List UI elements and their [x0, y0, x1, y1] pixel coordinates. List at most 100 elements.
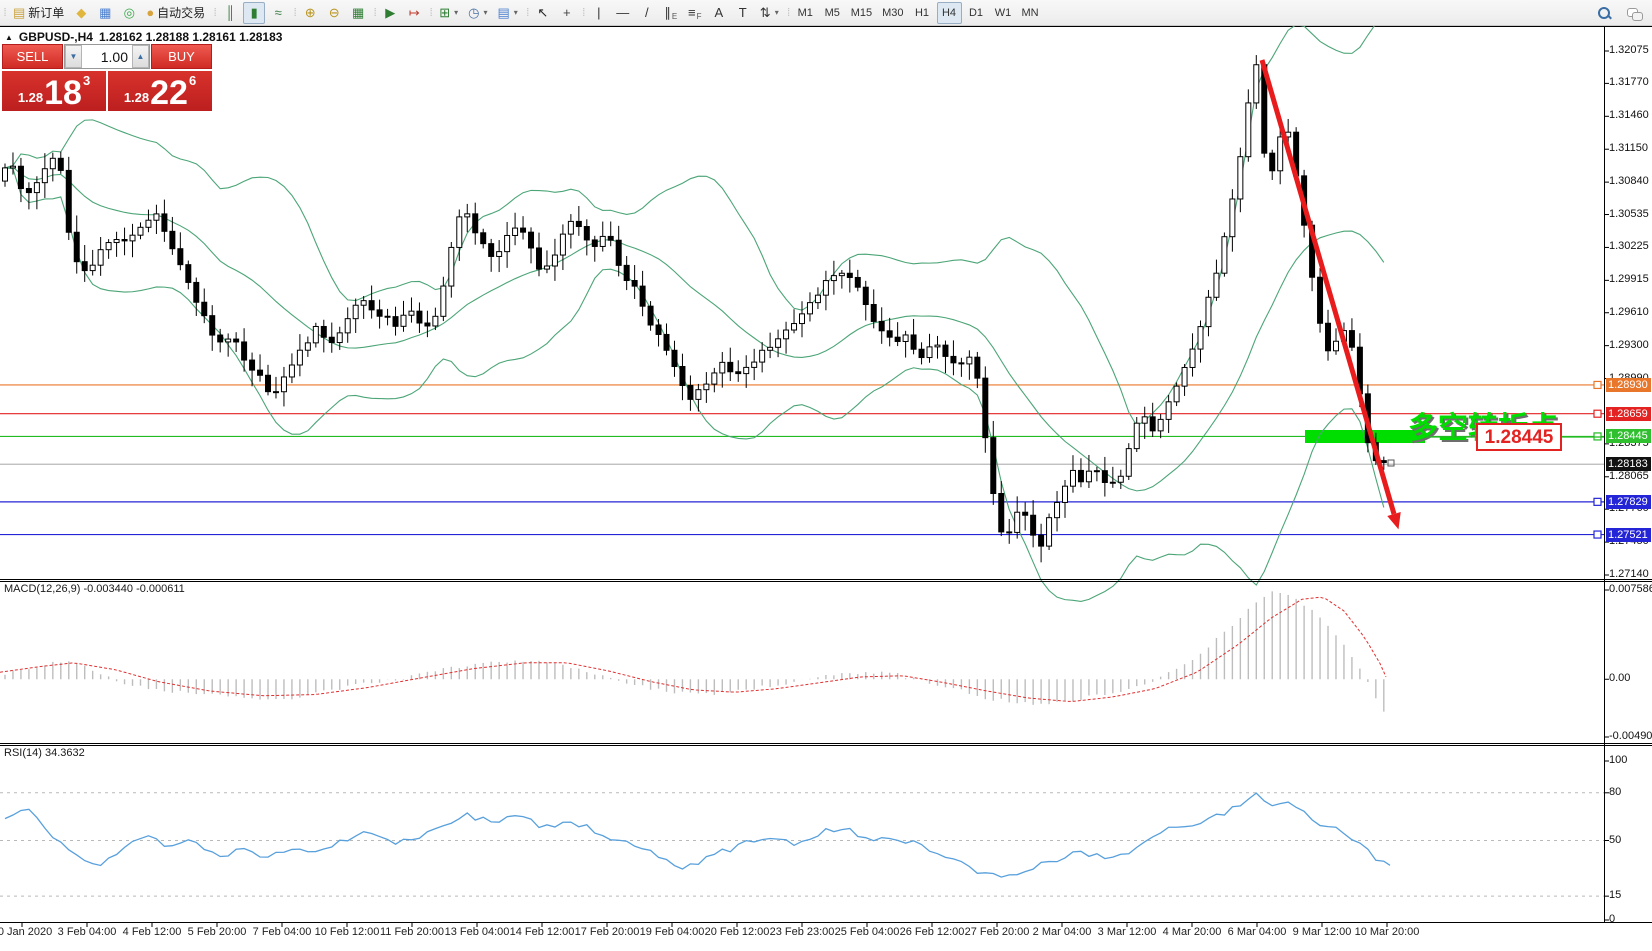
- metaquotes-icon[interactable]: ◆: [70, 2, 92, 24]
- volume-decrease-button[interactable]: ▼: [65, 45, 82, 68]
- cursor-icon[interactable]: ↖: [532, 2, 554, 24]
- price-tick-label: 1.31150: [1609, 142, 1648, 155]
- buy-price-display[interactable]: 1.28 22 6: [108, 71, 212, 111]
- zoom-out-icon[interactable]: ⊖: [323, 2, 345, 24]
- bar-chart-icon[interactable]: ║: [219, 2, 241, 24]
- timeframe-h1[interactable]: H1: [914, 6, 930, 19]
- trendline-icon[interactable]: /: [636, 2, 658, 24]
- one-click-trade-panel: SELL ▼ ▲ BUY 1.28 18 3 1.28 22 6: [2, 44, 212, 111]
- toolbar-group-handle: ⁞: [429, 6, 433, 19]
- fibonacci-icon[interactable]: ≡ F: [684, 2, 706, 24]
- horizontal-line-icon[interactable]: —: [612, 2, 634, 24]
- buy-button[interactable]: BUY: [151, 44, 212, 69]
- candlestick-chart-icon[interactable]: ▮: [243, 1, 266, 24]
- price-tick-label: 0: [1609, 913, 1616, 925]
- price-tick-label: 1.31460: [1609, 109, 1649, 122]
- chart-shift-icon[interactable]: ↦: [403, 2, 425, 24]
- timeframe-m5[interactable]: M5: [824, 6, 840, 19]
- time-axis-label: 20 Feb 12:00: [704, 926, 770, 938]
- arrows-icon-dropdown[interactable]: ▾: [774, 8, 779, 17]
- vertical-line-icon[interactable]: |: [588, 2, 610, 24]
- toolbar-group-handle: ⁞: [526, 6, 529, 19]
- toolbar-group-handle: ⁞: [787, 6, 790, 19]
- autotrading-button: ●: [146, 5, 155, 20]
- signals-icon: ◎: [123, 5, 135, 20]
- toolbar-group-handle: ⁞: [373, 6, 377, 19]
- signals-icon[interactable]: ◎: [118, 2, 140, 24]
- timeframe-m15[interactable]: M15: [850, 6, 873, 19]
- arrows-icon: ⇅: [759, 5, 771, 20]
- time-axis-label: 4 Feb 12:00: [122, 926, 182, 938]
- new-order-button[interactable]: ▤ 新订单: [9, 2, 68, 24]
- new-chart-icon[interactable]: ⊞ ▾: [435, 2, 462, 24]
- text-icon[interactable]: A: [708, 2, 730, 24]
- toolbar-group-handle: ⁞: [213, 6, 217, 19]
- time-axis-label: 3 Feb 04:00: [57, 926, 117, 938]
- timeframe-toolbar: ⁞ M1 M5 M15 M30 H1 H4 D1 W1 MN: [784, 1, 1044, 25]
- crosshair-icon: +: [562, 5, 571, 20]
- time-axis-label: 10 Mar 20:00: [1354, 926, 1420, 938]
- time-axis-label: 30 Jan 2020: [0, 926, 53, 938]
- timeframe-m30[interactable]: M30: [882, 6, 904, 19]
- price-callout-box[interactable]: [1476, 423, 1562, 451]
- timeframe-mn[interactable]: MN: [1021, 6, 1039, 19]
- collapse-triangle-icon[interactable]: ▲: [5, 32, 13, 42]
- price-tick-label: 100: [1609, 754, 1628, 766]
- line-chart-icon: ≈: [274, 5, 282, 20]
- tile-windows-icon[interactable]: ▦: [347, 2, 369, 24]
- rsi-pane-label: RSI(14) 34.3632: [4, 747, 85, 759]
- timeframe-w1[interactable]: W1: [994, 6, 1012, 19]
- object-marker[interactable]: [1387, 459, 1395, 467]
- toolbar-group-handle: ⁞: [293, 6, 297, 19]
- chart-canvas[interactable]: 多空转折点多空转折点1.28445: [0, 26, 1652, 951]
- trend-arrow-head: [1387, 512, 1401, 530]
- charts-window-icon: ▦: [99, 5, 112, 20]
- indicator-window-icon[interactable]: ▤ ▾: [493, 2, 521, 24]
- indicator-window-icon-dropdown[interactable]: ▾: [513, 8, 518, 17]
- line-chart-icon[interactable]: ≈: [267, 2, 289, 24]
- time-axis-label: 11 Feb 20:00: [379, 926, 445, 938]
- price-tick-label: 50: [1609, 833, 1622, 846]
- macd-signal-line: [0, 596, 1387, 702]
- price-level-badge: 1.28930: [1606, 377, 1651, 392]
- trend-arrow[interactable]: [1259, 59, 1397, 515]
- buy-price-big: 22: [150, 74, 188, 113]
- sell-button[interactable]: SELL: [2, 44, 63, 69]
- price-tick-label: 1.30225: [1609, 240, 1649, 253]
- zoom-in-icon[interactable]: ⊕: [299, 2, 321, 24]
- timeframe-d1[interactable]: D1: [968, 6, 984, 19]
- volume-input[interactable]: [82, 45, 132, 68]
- toolbar-group-handle: ⁞: [582, 6, 585, 19]
- time-axis-label: 13 Feb 04:00: [444, 926, 510, 938]
- horizontal-line-icon: —: [616, 5, 630, 20]
- trendline-icon: /: [644, 5, 649, 20]
- timeframe-h4[interactable]: H4: [936, 1, 962, 24]
- auto-scroll-icon[interactable]: ▶: [379, 2, 401, 24]
- charts-window-icon[interactable]: ▦: [94, 2, 116, 24]
- buy-price-pip: 6: [188, 73, 197, 88]
- main-toolbar: ⁞ ▤ 新订单 ◆ ▦ ◎ ● 自动交易 ⁞ ║ ▮ ≈ ⁞ ⊕ ⊖ ▦ ⁞ ▶ ↦ ⁞ ⊞ ▾ ◷ ▾ ▤ ▾ ⁞ ↖ + ⁞ | — / ∥ E…: [0, 0, 1652, 26]
- price-tick-label: 1.29300: [1609, 338, 1649, 351]
- zoom-in-icon: ⊕: [304, 5, 316, 20]
- clock-icon: ◷: [468, 5, 480, 20]
- clock-icon-dropdown[interactable]: ▾: [483, 8, 488, 17]
- volume-increase-button[interactable]: ▲: [132, 45, 149, 68]
- timeframe-m1[interactable]: M1: [797, 6, 813, 19]
- clock-icon[interactable]: ◷ ▾: [464, 2, 491, 24]
- channel-icon[interactable]: ∥ E: [660, 2, 682, 24]
- price-level-badge: 1.28659: [1606, 406, 1651, 421]
- zoom-out-icon: ⊖: [328, 5, 340, 20]
- autotrading-button[interactable]: ● 自动交易: [142, 2, 209, 24]
- price-tick-label: 0.00: [1609, 672, 1631, 685]
- search-icon[interactable]: [1596, 5, 1612, 21]
- chart-window[interactable]: 多空转折点多空转折点1.28445 ▲ GBPUSD-,H4 1.28162 1…: [0, 26, 1652, 951]
- toolbar-group: ⁞ ▤ 新订单 ◆ ▦ ◎ ● 自动交易: [0, 1, 210, 25]
- label-icon[interactable]: T: [732, 2, 754, 24]
- time-axis-label: 7 Feb 04:00: [252, 926, 312, 938]
- sell-price-display[interactable]: 1.28 18 3: [2, 71, 106, 111]
- chat-icon[interactable]: [1626, 5, 1643, 21]
- crosshair-icon[interactable]: +: [556, 2, 578, 24]
- new-chart-icon-dropdown[interactable]: ▾: [454, 8, 459, 17]
- arrows-icon[interactable]: ⇅ ▾: [756, 2, 783, 24]
